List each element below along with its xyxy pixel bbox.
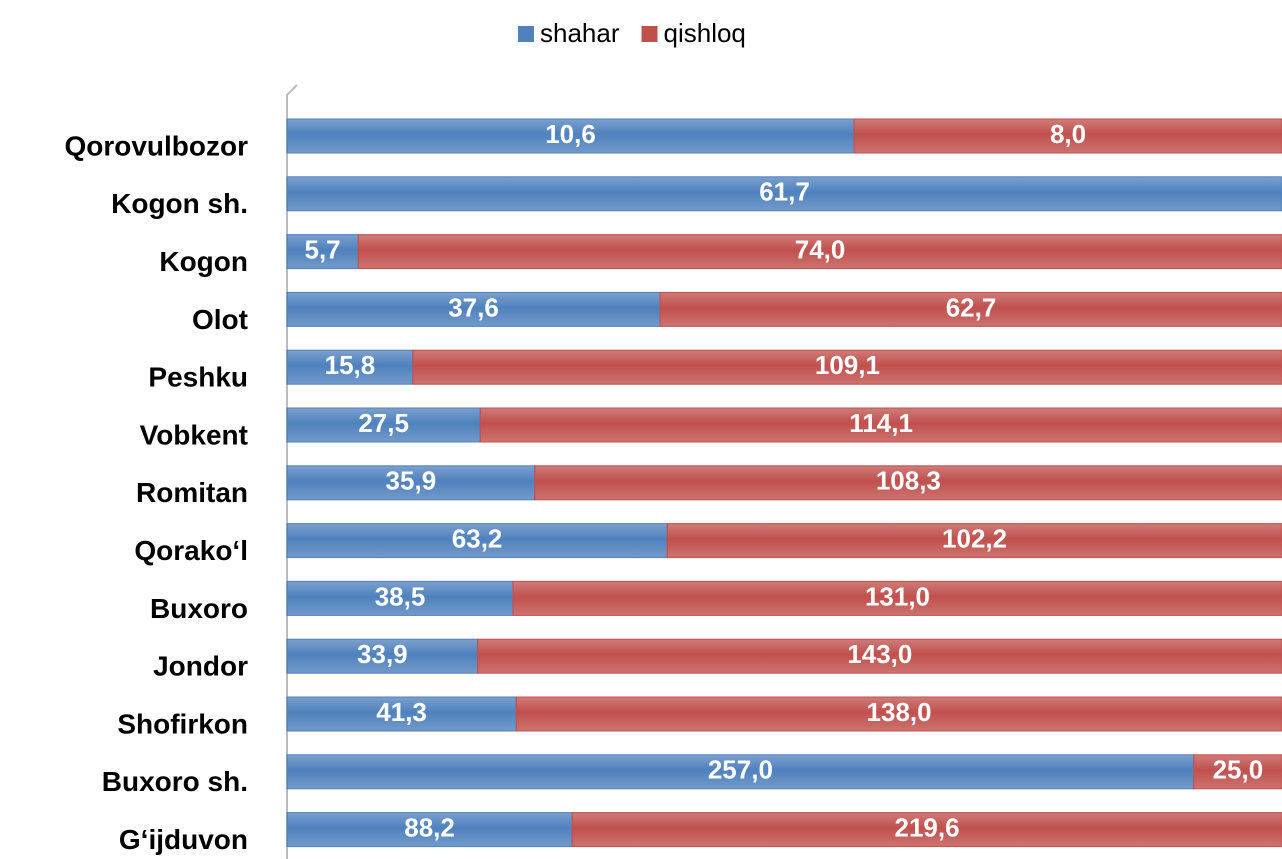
value-label: 74,0 [795, 234, 846, 264]
category-label: Buxoro sh. [102, 766, 248, 797]
bar-segment [286, 754, 1195, 790]
value-label: 61,7 [759, 177, 810, 207]
bar-segment [853, 118, 1282, 154]
bar-segment [286, 234, 359, 270]
bar-segment [666, 523, 1282, 559]
legend-swatch [641, 26, 658, 42]
value-label: 114,1 [849, 408, 913, 438]
value-label: 33,9 [357, 639, 408, 669]
category-label: Olot [192, 304, 248, 335]
bar-segment [477, 638, 1282, 674]
value-label: 37,6 [448, 292, 499, 322]
value-label: 219,6 [895, 812, 960, 842]
category-label: Shofirkon [117, 708, 248, 739]
category-label: Vobkent [140, 419, 248, 450]
bar-segment [286, 291, 661, 327]
bar-segment [512, 580, 1282, 616]
value-label: 27,5 [358, 408, 409, 438]
value-label: 138,0 [867, 697, 932, 727]
value-label: 143,0 [847, 639, 912, 669]
category-label: Kogon sh. [111, 188, 248, 219]
value-label: 257,0 [708, 755, 773, 785]
value-label: 25,0 [1213, 755, 1264, 785]
bar-segment [286, 407, 481, 443]
category-label: Peshku [148, 362, 248, 393]
value-label: 5,7 [305, 234, 341, 264]
bar-segment [286, 580, 514, 616]
bar-segment [571, 812, 1282, 848]
value-label: 131,0 [865, 581, 930, 611]
category-label: Qorovulbozor [64, 130, 248, 161]
legend-swatch [518, 26, 534, 42]
value-label: 102,2 [942, 523, 1007, 553]
category-label: G‘ijduvon [119, 824, 248, 855]
value-label: 88,2 [404, 812, 455, 842]
value-label: 62,7 [946, 292, 997, 322]
bar-segment [479, 407, 1282, 443]
bar-segment [286, 638, 479, 674]
value-label: 41,3 [376, 697, 427, 727]
value-label: 10,6 [545, 119, 596, 149]
bar-segment [659, 291, 1282, 327]
value-label: 8,0 [1050, 119, 1086, 149]
bar-segment [286, 696, 517, 732]
bar-segment [515, 696, 1282, 732]
value-label: 63,2 [452, 523, 503, 553]
legend-label: shahar [540, 18, 620, 48]
value-label: 108,3 [876, 466, 941, 496]
category-label: Kogon [159, 246, 248, 277]
bar-segment [534, 465, 1282, 501]
bar-segment [357, 234, 1282, 270]
category-label: Jondor [153, 651, 248, 682]
value-label: 38,5 [375, 581, 426, 611]
category-label: Romitan [136, 477, 248, 508]
bar-segment [286, 523, 668, 559]
legend-label: qishloq [664, 18, 746, 48]
value-label: 15,8 [325, 350, 376, 380]
value-label: 35,9 [386, 466, 437, 496]
category-label: Buxoro [150, 593, 248, 624]
bar-segment [286, 812, 573, 848]
bar-segment [1193, 754, 1282, 790]
value-label: 109,1 [815, 350, 880, 380]
category-label: Qorako‘l [134, 535, 248, 566]
bar-segment [286, 176, 1282, 212]
